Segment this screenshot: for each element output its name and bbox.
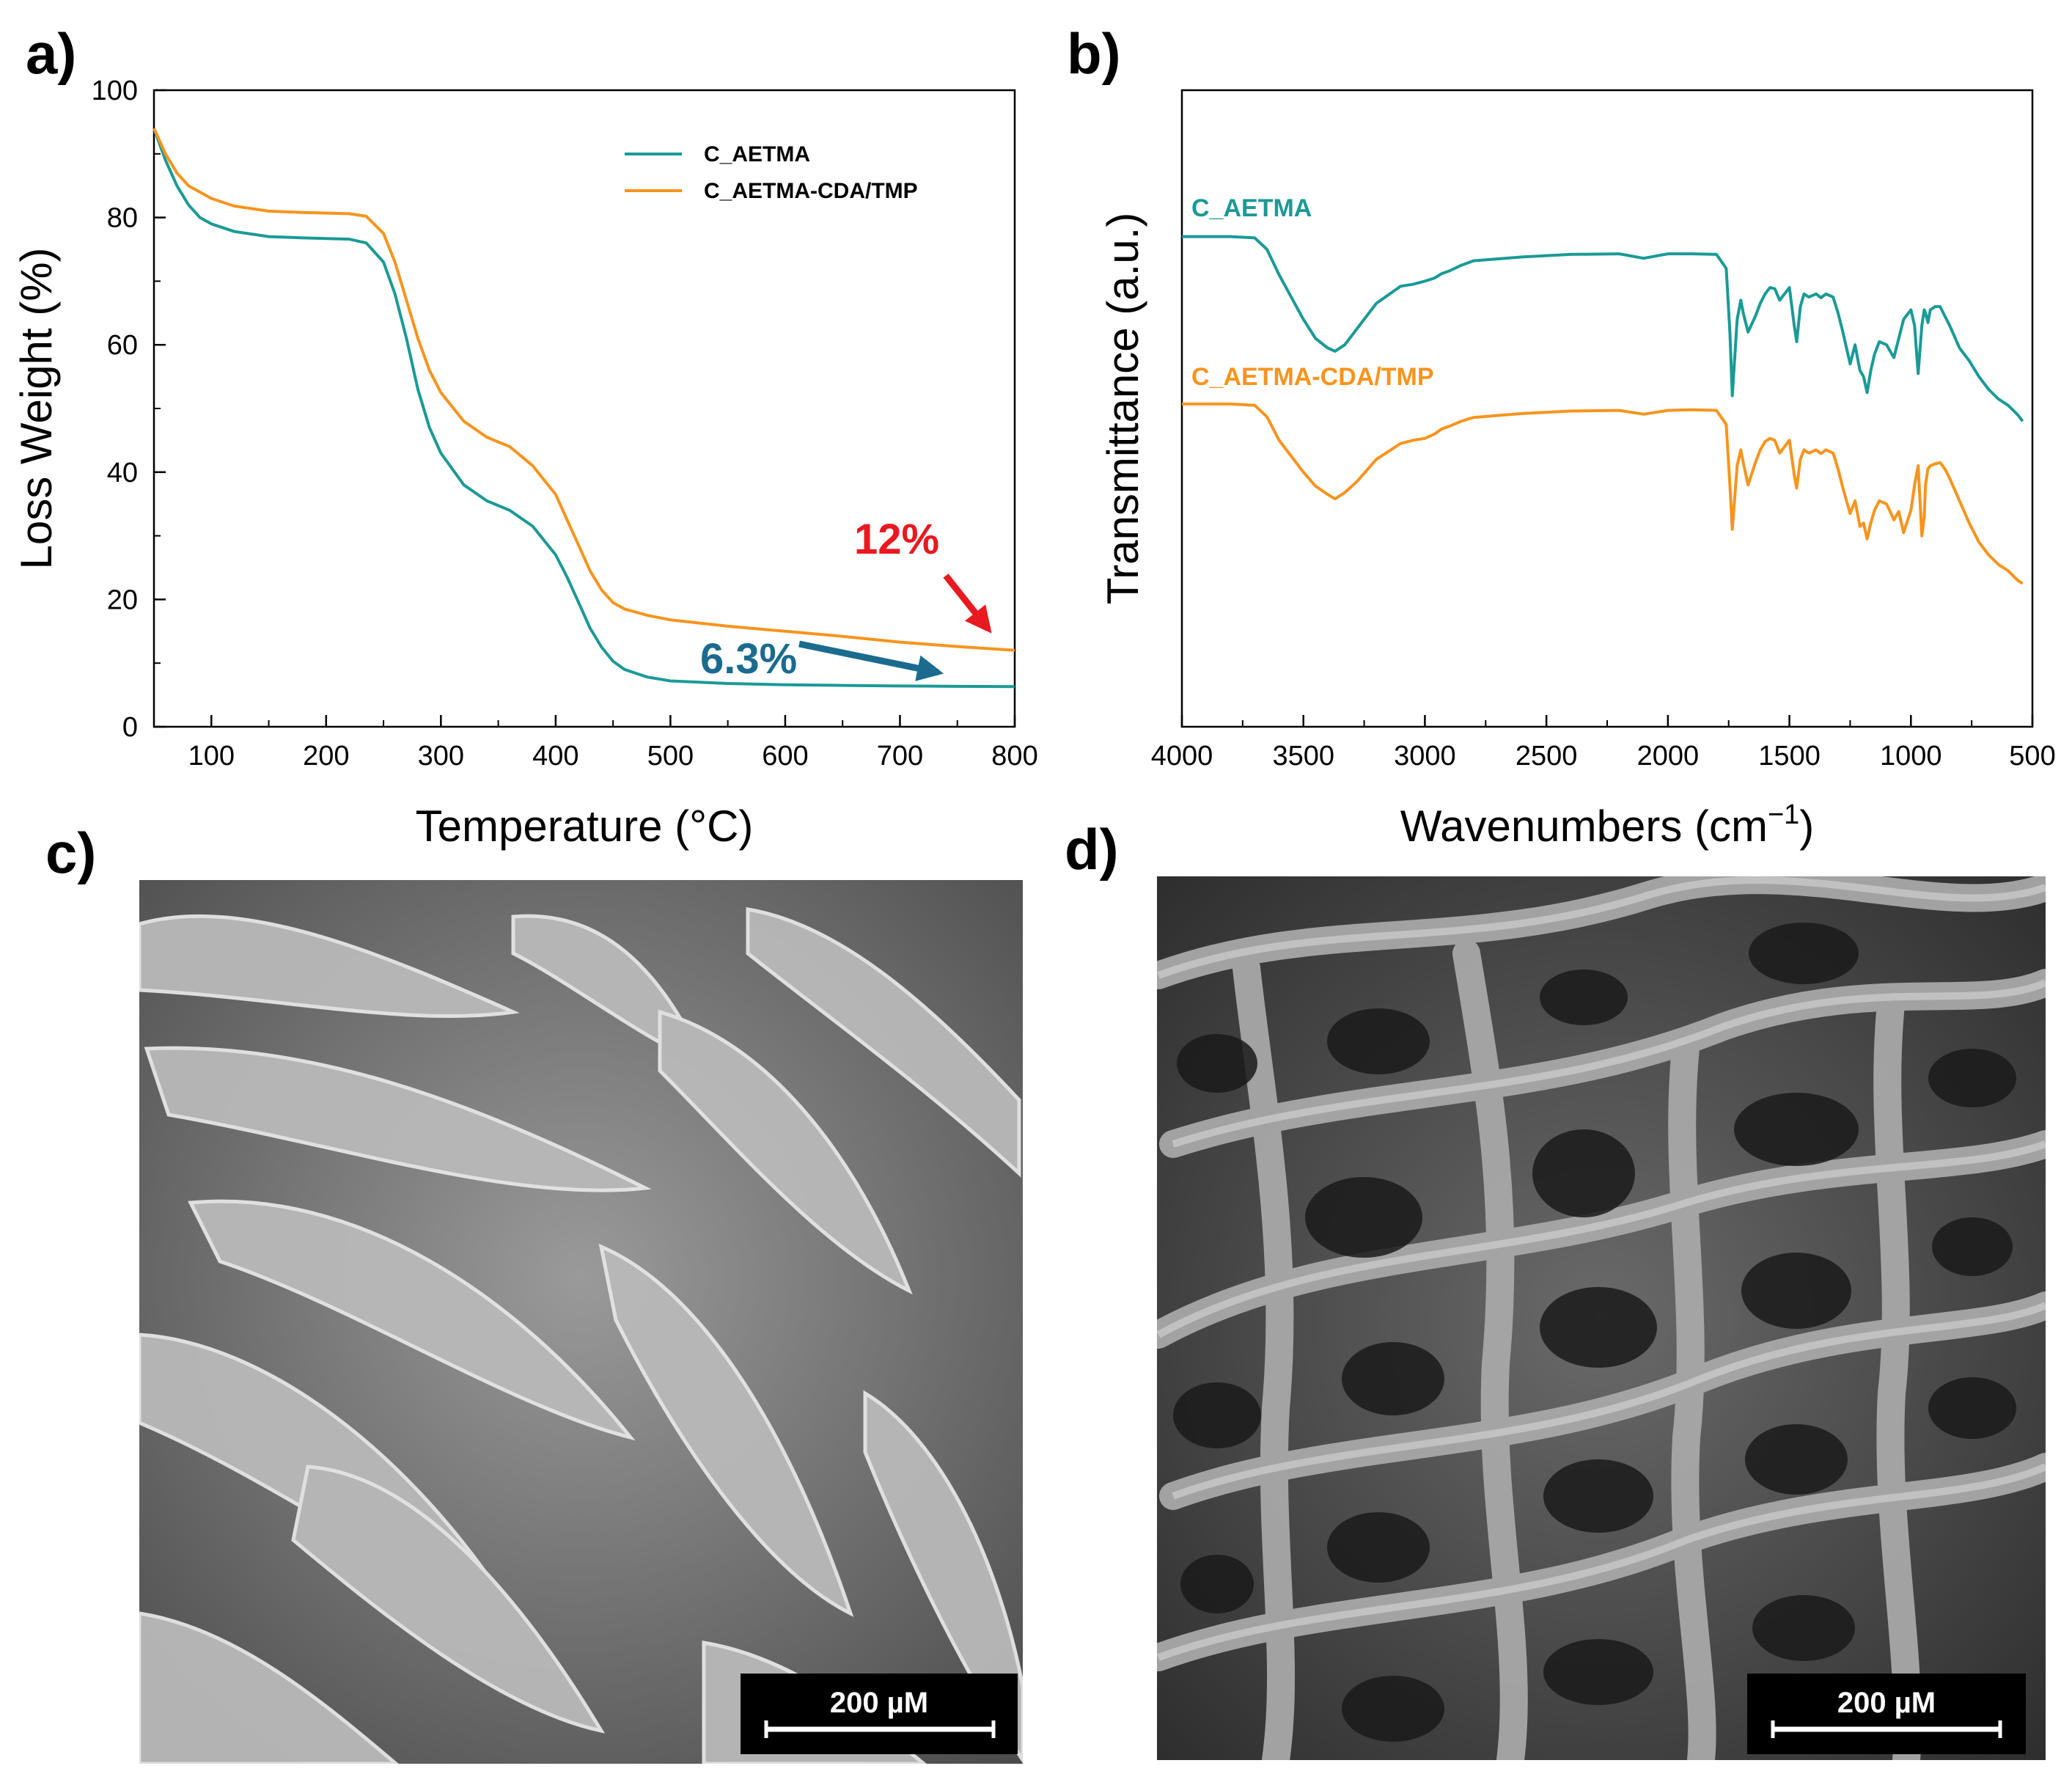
sem-micrograph-c — [139, 880, 1023, 1764]
panel-a-tga-chart: a) 100 200 300 400 500 600 700 800 0 20 40 60 80 100… — [12, 21, 1038, 851]
x-tick-label-a-200: 200 — [303, 741, 349, 771]
y-tick-label-a-80: 80 — [107, 203, 138, 234]
y-axis-title-b: Transmittance (a.u.) — [1098, 213, 1147, 605]
scale-bar-box-c — [741, 1674, 1018, 1754]
x-tick-label-b-500: 500 — [2009, 741, 2055, 771]
x-tick-label-a-500: 500 — [647, 741, 694, 771]
x-tick-label-b-2000: 2000 — [1637, 741, 1700, 771]
panel-a-letter: a) — [26, 21, 76, 86]
series-label-c-aetma-cda-tmp: C_AETMA-CDA/TMP — [1191, 363, 1434, 391]
series-label-c-aetma: C_AETMA — [1191, 194, 1312, 222]
y-tick-label-a-0: 0 — [122, 712, 138, 743]
series-line-a-c-aetma-cda-tmp — [153, 128, 1015, 652]
legend-label-c-aetma: C_AETMA — [704, 142, 810, 166]
panel-b-ftir-chart: b) 4000 3500 3000 2500 2000 1500 1000 500 Waven… — [1067, 21, 2056, 851]
x-axis-title-b-main: Wavenumbers (cm — [1400, 802, 1768, 851]
legend-a: C_AETMA C_AETMA-CDA/TMP — [625, 142, 918, 203]
panel-b-letter: b) — [1067, 21, 1121, 86]
y-tick-label-a-100: 100 — [92, 76, 138, 106]
x-tick-label-a-300: 300 — [418, 741, 464, 771]
x-axis-a: 100 200 300 400 500 600 700 800 — [188, 715, 1038, 771]
legend-label-c-aetma-cda-tmp: C_AETMA-CDA/TMP — [704, 179, 918, 203]
x-axis-title-b-superscript: −1 — [1768, 799, 1799, 830]
x-tick-label-a-100: 100 — [188, 741, 235, 771]
x-tick-label-b-1000: 1000 — [1880, 741, 1942, 771]
panel-d-sem-image: d) — [1065, 817, 2046, 1760]
panel-c-letter: c) — [45, 821, 96, 885]
series-line-b-c-aetma — [1182, 235, 2024, 422]
x-tick-label-b-3000: 3000 — [1394, 741, 1456, 771]
x-axis-b: 4000 3500 3000 2500 2000 1500 1000 500 — [1151, 715, 2056, 771]
scale-bar-box-d — [1747, 1674, 2026, 1754]
x-axis-title-b-suffix: ) — [1799, 802, 1814, 851]
series-group-a — [153, 128, 1015, 689]
x-axis-title-a: Temperature (°C) — [416, 802, 754, 851]
y-tick-label-a-20: 20 — [107, 584, 138, 615]
scale-bar-label-c: 200 µM — [830, 1687, 928, 1719]
annotation-6-3-percent: 6.3% — [700, 635, 797, 683]
x-tick-label-a-700: 700 — [877, 741, 923, 771]
y-tick-label-a-40: 40 — [107, 458, 138, 488]
x-tick-label-b-2500: 2500 — [1516, 741, 1578, 771]
annotation-red-arrow — [943, 573, 992, 634]
x-tick-label-b-4000: 4000 — [1151, 741, 1213, 771]
sem-micrograph-d — [1157, 876, 2046, 1760]
series-line-a-c-aetma — [153, 128, 1015, 689]
plot-frame-b — [1180, 89, 2034, 728]
x-tick-label-a-800: 800 — [991, 741, 1037, 771]
panel-d-letter: d) — [1065, 817, 1119, 881]
annotation-12-percent: 12% — [854, 516, 939, 563]
x-tick-label-a-600: 600 — [762, 741, 808, 771]
series-group-b — [1182, 235, 2024, 585]
x-axis-title-b: Wavenumbers (cm−1) — [1400, 799, 1815, 851]
x-tick-label-a-400: 400 — [532, 741, 578, 771]
y-axis-title-a: Loss Weight (%) — [12, 247, 61, 569]
x-tick-label-b-3500: 3500 — [1272, 741, 1334, 771]
y-axis-a: 0 20 40 60 80 100 — [92, 76, 166, 743]
panel-c-sem-image: c) 200 µM — [45, 821, 1023, 1764]
annotation-blue-arrow — [798, 640, 944, 681]
y-tick-label-a-60: 60 — [107, 330, 138, 361]
scale-bar-label-d: 200 µM — [1837, 1687, 1936, 1719]
series-line-b-c-aetma-cda-tmp — [1182, 402, 2024, 585]
x-tick-label-b-1500: 1500 — [1758, 741, 1821, 771]
